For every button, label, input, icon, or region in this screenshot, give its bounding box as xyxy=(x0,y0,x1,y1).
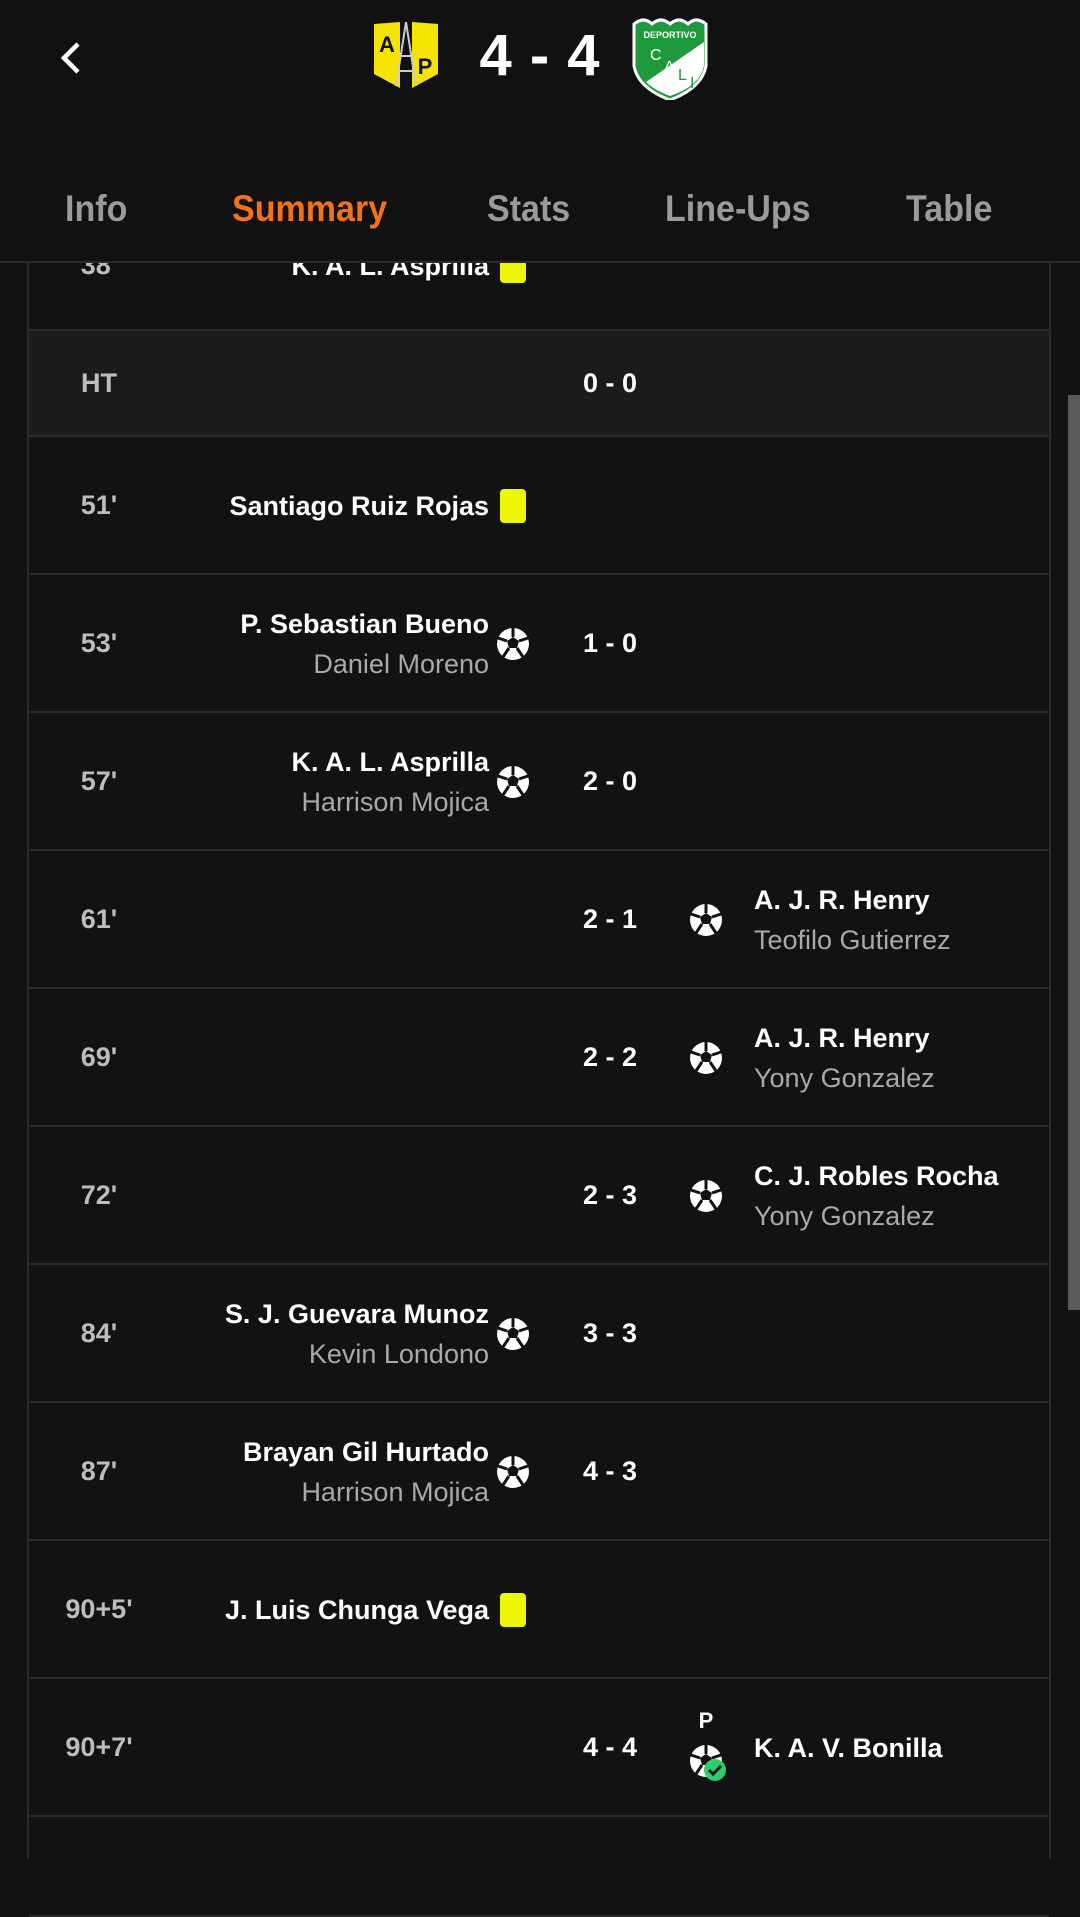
svg-text:A: A xyxy=(664,59,675,76)
event-row: 69' A. J. R. Henry Yony Gonzalez 2 - 2 xyxy=(29,989,1049,1127)
event-row: 53' P. Sebastian Bueno Daniel Moreno 1 - 0 xyxy=(29,575,1049,713)
event-row: 72' C. J. Robles Rocha Yony Gonzalez 2 - 3 xyxy=(29,1127,1049,1265)
svg-text:P: P xyxy=(418,54,433,79)
running-score: 2 - 3 xyxy=(582,1180,638,1210)
tab-bar: Info Summary Stats Line-Ups Table xyxy=(0,188,1080,238)
svg-text:A: A xyxy=(379,32,395,57)
event-row xyxy=(29,1817,1049,1917)
running-score: 0 - 0 xyxy=(582,368,638,398)
event-row: HT 0 - 0 xyxy=(29,331,1049,437)
tab-stats[interactable]: Stats xyxy=(487,188,571,229)
player-name[interactable]: C. J. Robles Rocha xyxy=(754,1161,999,1191)
event-players: P. Sebastian Bueno Daniel Moreno xyxy=(240,604,489,684)
tab-table[interactable]: Table xyxy=(906,188,993,229)
player-name[interactable]: P. Sebastian Bueno xyxy=(240,609,489,639)
event-list: 38' K. A. L. Asprilla HT 0 - 0 51' Santiago R… xyxy=(27,0,1051,1917)
event-players: A. J. R. Henry Teofilo Gutierrez xyxy=(754,880,951,960)
event-players: K. A. V. Bonilla xyxy=(754,1728,943,1768)
event-minute: 87' xyxy=(80,1456,118,1486)
yellow-card-icon xyxy=(500,489,526,523)
event-minute: 84' xyxy=(80,1318,118,1348)
event-row: 51' Santiago Ruiz Rojas xyxy=(29,437,1049,575)
event-row: 87' Brayan Gil Hurtado Harrison Mojica 4 - … xyxy=(29,1403,1049,1541)
player-name[interactable]: A. J. R. Henry xyxy=(754,885,930,915)
tab-info[interactable]: Info xyxy=(65,188,128,229)
event-minute: 53' xyxy=(80,628,118,658)
running-score: 3 - 3 xyxy=(582,1318,638,1348)
assist-name[interactable]: Yony Gonzalez xyxy=(754,1201,935,1231)
goal-ball-icon xyxy=(689,1179,723,1213)
event-minute: HT xyxy=(81,368,117,398)
goal-ball-icon xyxy=(496,1317,530,1351)
event-row: 90+7' K. A. V. Bonilla P 4 - 4 xyxy=(29,1679,1049,1817)
svg-text:DEPORTIVO: DEPORTIVO xyxy=(643,30,696,40)
running-score: 1 - 0 xyxy=(582,628,638,658)
scrollbar[interactable] xyxy=(1068,395,1080,1310)
event-row: 61' A. J. R. Henry Teofilo Gutierrez 2 - 1 xyxy=(29,851,1049,989)
event-minute: 51' xyxy=(80,490,118,520)
match-score: 4 - 4 xyxy=(479,23,601,88)
goal-ball-icon xyxy=(496,1455,530,1489)
player-name[interactable]: J. Luis Chunga Vega xyxy=(224,1595,489,1625)
event-players: S. J. Guevara Munoz Kevin Londono xyxy=(225,1294,489,1374)
svg-text:C: C xyxy=(650,47,662,64)
assist-name[interactable]: Harrison Mojica xyxy=(301,1477,489,1507)
goal-ball-icon xyxy=(689,903,723,937)
goal-ball-icon xyxy=(689,1041,723,1075)
event-players: K. A. L. Asprilla Harrison Mojica xyxy=(291,742,489,822)
event-players: Santiago Ruiz Rojas xyxy=(229,486,489,526)
event-minute: 61' xyxy=(80,904,118,934)
tab-summary[interactable]: Summary xyxy=(232,188,388,229)
player-name[interactable]: A. J. R. Henry xyxy=(754,1023,930,1053)
yellow-card-icon xyxy=(500,1593,526,1627)
player-name[interactable]: K. A. L. Asprilla xyxy=(291,747,489,777)
running-score: 2 - 2 xyxy=(582,1042,638,1072)
svg-text:I: I xyxy=(690,75,694,92)
event-minute: 90+7' xyxy=(65,1732,133,1762)
penalty-goal-icon xyxy=(689,1744,726,1781)
player-name[interactable]: S. J. Guevara Munoz xyxy=(224,1299,489,1329)
tab-line-ups[interactable]: Line-Ups xyxy=(665,188,811,229)
assist-name[interactable]: Daniel Moreno xyxy=(313,649,489,679)
event-players: C. J. Robles Rocha Yony Gonzalez xyxy=(754,1156,999,1236)
event-players: J. Luis Chunga Vega xyxy=(225,1590,489,1630)
running-score: 4 - 3 xyxy=(582,1456,638,1486)
running-score: 2 - 0 xyxy=(582,766,638,796)
event-minute: 69' xyxy=(80,1042,118,1072)
event-row: 90+5' J. Luis Chunga Vega xyxy=(29,1541,1049,1679)
event-row: 57' K. A. L. Asprilla Harrison Mojica 2 - 0 xyxy=(29,713,1049,851)
event-minute: 57' xyxy=(80,766,118,796)
assist-name[interactable]: Teofilo Gutierrez xyxy=(754,925,951,955)
player-name[interactable]: Santiago Ruiz Rojas xyxy=(229,491,489,521)
event-players: A. J. R. Henry Yony Gonzalez xyxy=(754,1018,935,1098)
event-row: 84' S. J. Guevara Munoz Kevin Londono 3 - 3 xyxy=(29,1265,1049,1403)
event-players: Brayan Gil Hurtado Harrison Mojica xyxy=(243,1432,489,1512)
back-arrow-icon[interactable] xyxy=(52,38,92,78)
event-minute: 72' xyxy=(80,1180,118,1210)
check-icon xyxy=(704,1759,726,1781)
goal-ball-icon xyxy=(496,765,530,799)
running-score: 2 - 1 xyxy=(582,904,638,934)
assist-name[interactable]: Yony Gonzalez xyxy=(754,1063,935,1093)
penalty-label: P xyxy=(698,1708,714,1733)
running-score: 4 - 4 xyxy=(582,1732,638,1762)
home-team-crest: A P xyxy=(370,16,442,100)
event-minute: 90+5' xyxy=(65,1594,133,1624)
goal-ball-icon xyxy=(496,627,530,661)
assist-name[interactable]: Harrison Mojica xyxy=(301,787,489,817)
assist-name[interactable]: Kevin Londono xyxy=(308,1339,489,1369)
svg-text:L: L xyxy=(678,67,687,84)
player-name[interactable]: Brayan Gil Hurtado xyxy=(242,1437,489,1467)
player-name[interactable]: K. A. V. Bonilla xyxy=(754,1733,943,1763)
